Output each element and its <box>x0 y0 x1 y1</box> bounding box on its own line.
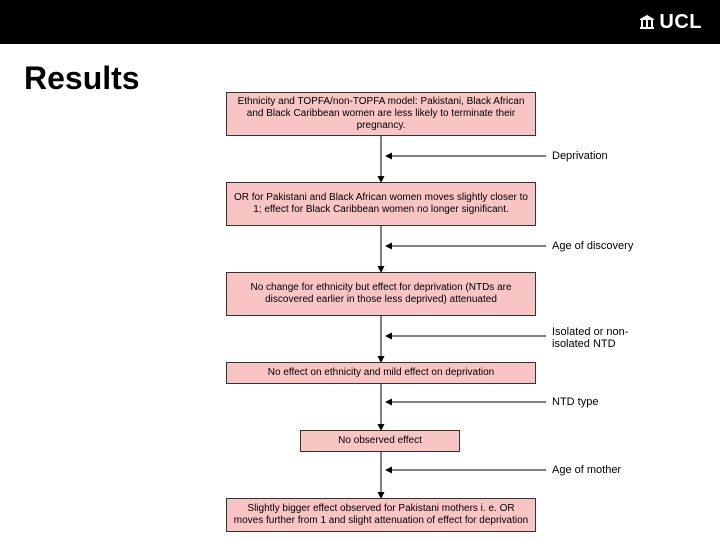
flow-box-b1: Ethnicity and TOPFA/non-TOPFA model: Pak… <box>226 92 536 136</box>
portico-icon <box>639 14 655 30</box>
side-label-l2: Age of discovery <box>552 240 633 252</box>
side-label-l5: Age of mother <box>552 464 621 476</box>
results-flowchart: Ethnicity and TOPFA/non-TOPFA model: Pak… <box>0 92 720 532</box>
side-label-l1: Deprivation <box>552 150 608 162</box>
side-label-l4: NTD type <box>552 396 598 408</box>
flow-box-b6: Slightly bigger effect observed for Paki… <box>226 498 536 532</box>
side-label-l3: Isolated or non-isolated NTD <box>552 326 662 350</box>
header-bar: UCL <box>0 0 720 44</box>
logo-text: UCL <box>659 11 702 34</box>
flow-box-b5: No observed effect <box>300 430 460 452</box>
flow-box-b3: No change for ethnicity but effect for d… <box>226 272 536 316</box>
flow-box-b2: OR for Pakistani and Black African women… <box>226 182 536 226</box>
ucl-logo: UCL <box>639 11 702 34</box>
slide: UCL Results Ethnicity and TOPFA/non-TOPF… <box>0 0 720 540</box>
flow-box-b4: No effect on ethnicity and mild effect o… <box>226 362 536 384</box>
